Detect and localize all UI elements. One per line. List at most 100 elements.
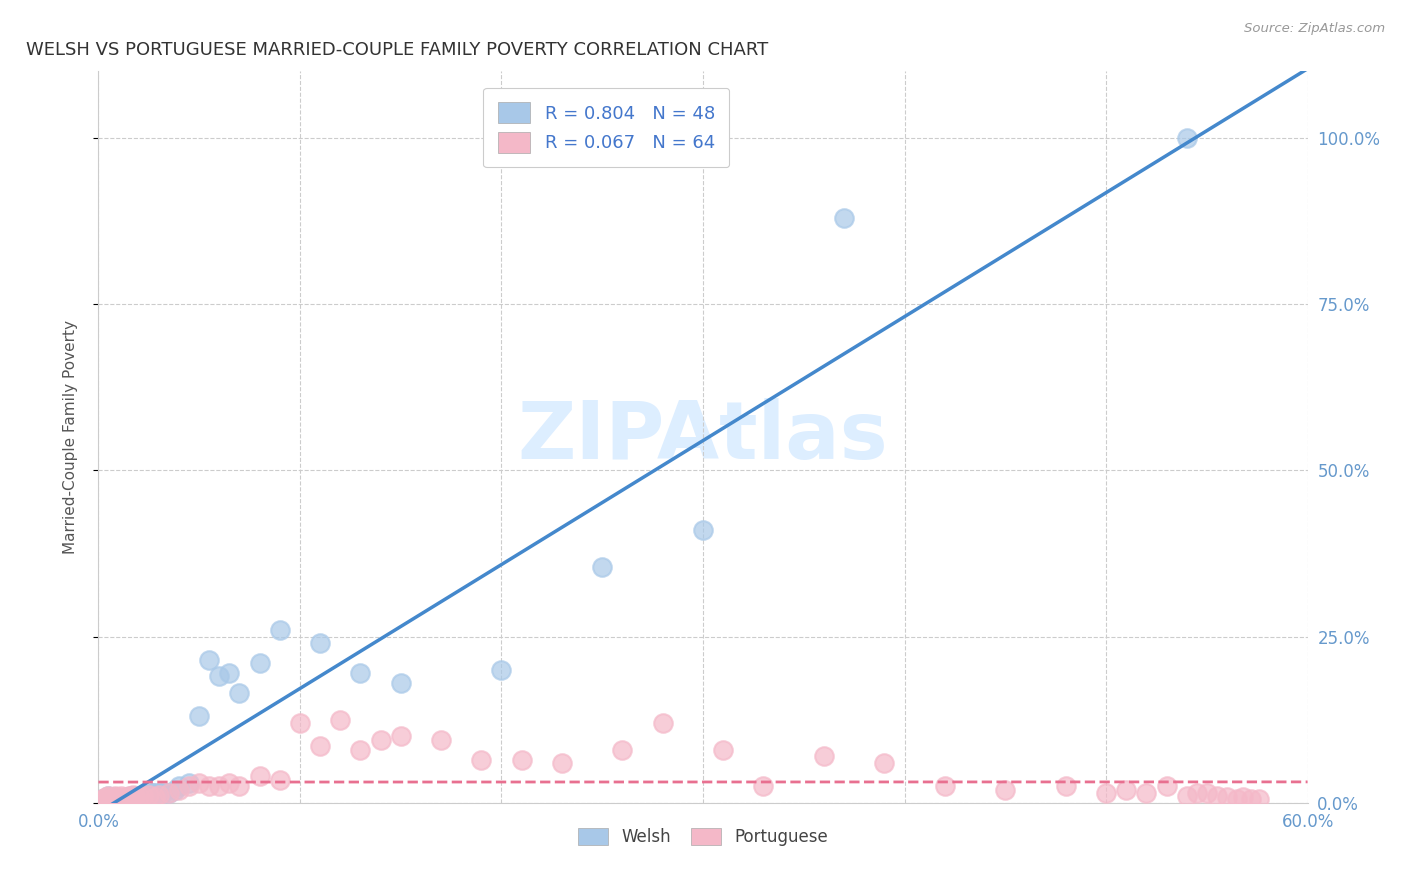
Point: [152, 786, 174, 800]
Point: [288, 716, 311, 731]
Point: [132, 789, 155, 804]
Point: [91, 792, 114, 806]
Point: [1206, 789, 1229, 804]
Point: [124, 792, 146, 806]
Point: [107, 792, 129, 806]
Point: [249, 656, 271, 670]
Point: [124, 789, 146, 804]
Point: [470, 753, 492, 767]
Text: ZIPAtlas: ZIPAtlas: [517, 398, 889, 476]
Point: [143, 790, 166, 805]
Point: [1249, 792, 1271, 806]
Point: [179, 776, 201, 790]
Point: [143, 786, 166, 800]
Point: [111, 792, 134, 806]
Point: [491, 663, 513, 677]
Point: [118, 792, 141, 806]
Point: [105, 790, 128, 805]
Point: [148, 786, 170, 800]
Text: Source: ZipAtlas.com: Source: ZipAtlas.com: [1244, 22, 1385, 36]
Point: [101, 792, 124, 806]
Point: [711, 742, 734, 756]
Point: [198, 779, 221, 793]
Point: [91, 792, 114, 806]
Point: [129, 789, 152, 804]
Point: [163, 782, 186, 797]
Point: [228, 686, 250, 700]
Legend: Welsh, Portuguese: Welsh, Portuguese: [571, 822, 835, 853]
Point: [208, 669, 231, 683]
Point: [121, 792, 143, 806]
Point: [167, 782, 190, 797]
Point: [370, 732, 392, 747]
Point: [115, 790, 138, 805]
Point: [813, 749, 835, 764]
Point: [96, 792, 118, 806]
Point: [651, 716, 673, 731]
Point: [309, 739, 332, 754]
Point: [111, 792, 134, 806]
Point: [1135, 786, 1157, 800]
Point: [105, 792, 128, 806]
Point: [1195, 786, 1218, 800]
Point: [551, 756, 574, 770]
Point: [135, 789, 157, 804]
Point: [1115, 782, 1137, 797]
Point: [125, 789, 148, 804]
Point: [1185, 786, 1208, 800]
Point: [389, 676, 412, 690]
Point: [93, 792, 115, 806]
Point: [167, 779, 190, 793]
Point: [934, 779, 956, 793]
Point: [128, 789, 150, 804]
Point: [97, 789, 120, 804]
Point: [832, 211, 855, 225]
Point: [349, 666, 371, 681]
Point: [309, 636, 332, 650]
Point: [148, 788, 170, 802]
Point: [1216, 790, 1239, 805]
Point: [1175, 789, 1198, 804]
Point: [591, 559, 613, 574]
Point: [389, 729, 412, 743]
Point: [93, 792, 115, 806]
Point: [114, 792, 136, 806]
Point: [157, 786, 180, 800]
Point: [138, 788, 160, 802]
Point: [96, 790, 118, 805]
Point: [132, 789, 155, 804]
Point: [142, 786, 165, 800]
Point: [329, 713, 352, 727]
Y-axis label: Married-Couple Family Poverty: Married-Couple Family Poverty: [63, 320, 77, 554]
Point: [97, 789, 120, 804]
Point: [120, 790, 142, 805]
Point: [994, 782, 1017, 797]
Point: [269, 772, 291, 787]
Point: [752, 779, 775, 793]
Point: [134, 788, 156, 802]
Point: [269, 623, 291, 637]
Point: [179, 779, 201, 793]
Point: [1095, 786, 1118, 800]
Point: [228, 779, 250, 793]
Point: [103, 790, 125, 805]
Point: [101, 792, 124, 806]
Point: [1232, 790, 1254, 805]
Point: [139, 786, 162, 800]
Point: [115, 792, 138, 806]
Point: [208, 779, 231, 793]
Point: [100, 792, 122, 806]
Point: [612, 742, 634, 756]
Point: [1226, 792, 1249, 806]
Point: [1175, 131, 1198, 145]
Point: [128, 789, 150, 804]
Point: [157, 786, 180, 800]
Point: [188, 709, 211, 723]
Point: [103, 789, 125, 804]
Point: [188, 776, 211, 790]
Point: [121, 788, 143, 802]
Point: [349, 742, 371, 756]
Point: [118, 789, 141, 804]
Text: WELSH VS PORTUGUESE MARRIED-COUPLE FAMILY POVERTY CORRELATION CHART: WELSH VS PORTUGUESE MARRIED-COUPLE FAMIL…: [25, 41, 768, 59]
Point: [107, 792, 129, 806]
